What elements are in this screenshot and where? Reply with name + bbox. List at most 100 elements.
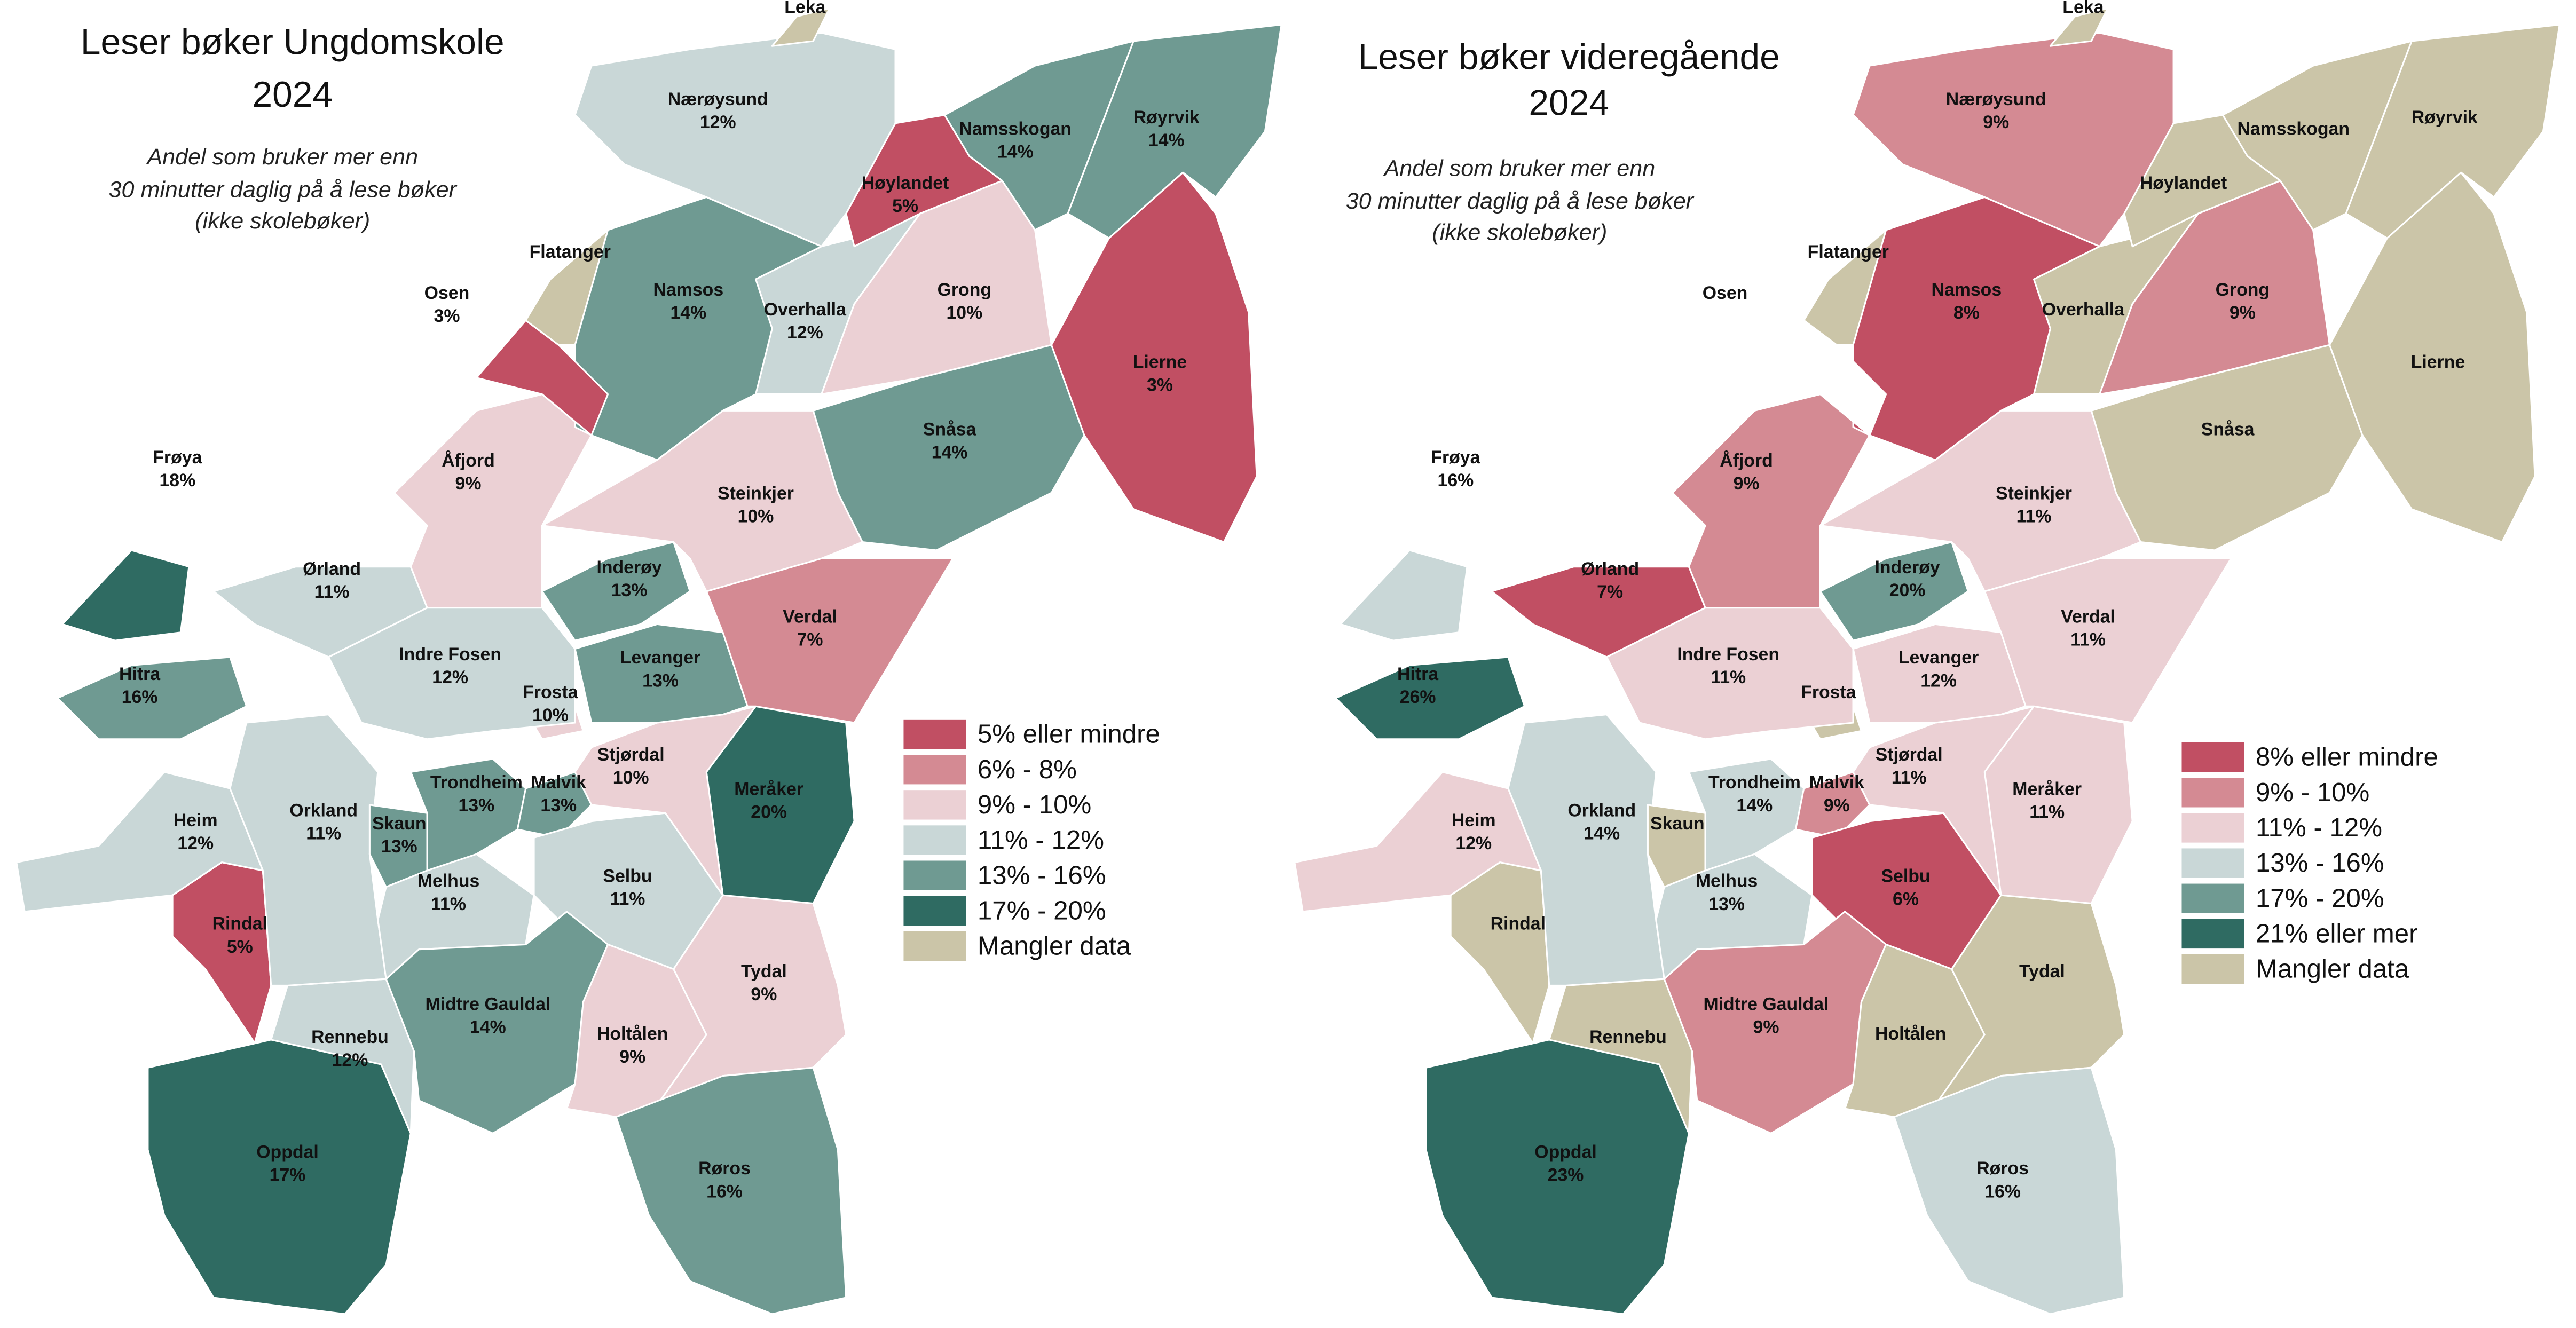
municipality-name: Røyrvik	[2412, 107, 2478, 128]
municipality-value: 9%	[455, 473, 482, 494]
legend-swatch	[2181, 883, 2244, 913]
municipality-value: 9%	[1753, 1017, 1779, 1038]
municipality	[1672, 393, 1871, 609]
municipality-name: Inderøy	[596, 557, 661, 578]
municipality-name: Overhalla	[764, 299, 847, 320]
municipality-value: 12%	[177, 833, 214, 853]
municipality	[393, 393, 593, 609]
municipality-name: Levanger	[1898, 647, 1979, 668]
municipality-value: 14%	[997, 141, 1034, 162]
map-title: 2024	[252, 75, 333, 115]
municipality-value: 13%	[611, 580, 648, 600]
municipality-value: 9%	[1734, 473, 1760, 494]
legend-swatch	[2181, 848, 2244, 878]
municipality-value: 13%	[642, 670, 679, 691]
municipality-name: Namsskogan	[959, 118, 1072, 139]
municipality	[516, 771, 593, 839]
municipality-name: Steinkjer	[1996, 484, 2072, 504]
municipality-value: 14%	[1737, 795, 1773, 816]
legend-swatch	[903, 719, 966, 749]
legend-label: 17% - 20%	[978, 896, 1106, 925]
municipality-name: Frosta	[1801, 682, 1857, 702]
municipality-name: Osen	[1703, 283, 1748, 303]
municipality	[1450, 861, 1550, 1044]
municipality-name: Holtålen	[1875, 1024, 1946, 1044]
municipality-value: 16%	[1984, 1181, 2021, 1201]
municipality-value: 10%	[738, 507, 774, 527]
municipality-name: Snåsa	[2201, 420, 2255, 440]
municipality-name: Røyrvik	[1133, 107, 1200, 128]
municipality-value: 16%	[1438, 470, 1474, 491]
municipality-name: Åfjord	[442, 450, 495, 471]
municipality-name: Namsskogan	[2237, 118, 2350, 139]
municipality	[171, 861, 272, 1044]
municipality-name: Midtre Gauldal	[425, 994, 550, 1015]
municipality-name: Nærøysund	[668, 89, 768, 109]
municipality-name: Malvik	[1809, 772, 1865, 793]
municipality	[1983, 557, 2232, 724]
municipality-name: Ørland	[1581, 559, 1639, 579]
municipality-name: Heim	[1452, 810, 1496, 831]
municipality-name: Holtålen	[597, 1024, 668, 1044]
municipality	[57, 656, 248, 740]
municipality-value: 13%	[1708, 894, 1745, 914]
municipality-name: Flatanger	[530, 242, 611, 262]
municipality-value: 11%	[2070, 629, 2106, 650]
legend-label: 13% - 16%	[978, 860, 1106, 890]
legend-label: Mangler data	[978, 931, 1131, 961]
municipality-value: 13%	[540, 795, 577, 816]
municipality-name: Rennebu	[311, 1027, 389, 1047]
municipality-name: Røros	[698, 1158, 751, 1179]
municipality-name: Høylandet	[862, 173, 949, 193]
municipality-value: 13%	[459, 795, 495, 816]
municipality-name: Nærøysund	[1946, 89, 2046, 109]
municipality-name: Verdal	[2061, 606, 2115, 627]
municipality-name: Trondheim	[430, 772, 523, 793]
municipality-name: Oppdal	[256, 1142, 319, 1162]
municipality-name: Namsos	[1932, 280, 2002, 300]
municipality	[2221, 40, 2413, 231]
legend-label: 6% - 8%	[978, 755, 1077, 784]
municipality-name: Oppdal	[1534, 1142, 1597, 1162]
map-subtitle: 30 minutter daglig på å lese bøker	[1346, 188, 1695, 214]
municipality-name: Melhus	[1696, 871, 1758, 891]
municipality-name: Stjørdal	[1876, 745, 1943, 765]
map-subtitle: (ikke skolebøker)	[195, 208, 370, 234]
legend-label: 13% - 16%	[2256, 848, 2384, 878]
municipality-name: Lierne	[1133, 352, 1187, 372]
municipality-value: 18%	[159, 470, 195, 491]
municipality-value: 9%	[751, 984, 777, 1005]
municipality-name: Grong	[938, 280, 991, 300]
municipality-name: Inderøy	[1874, 557, 1940, 578]
municipality-value: 7%	[1597, 582, 1623, 602]
municipality-value: 11%	[2016, 507, 2052, 527]
map-title: Leser bøker Ungdomskole	[81, 22, 505, 62]
legend-swatch	[2181, 954, 2244, 984]
municipality-value: 12%	[1920, 670, 1957, 691]
legend-label: 5% eller mindre	[978, 720, 1160, 749]
legend-swatch	[903, 931, 966, 961]
municipality-value: 26%	[1400, 687, 1436, 707]
municipality-value: 9%	[619, 1047, 645, 1067]
municipality-name: Flatanger	[1808, 242, 1889, 262]
municipality-name: Verdal	[783, 606, 837, 627]
municipality-value: 10%	[532, 705, 569, 725]
legend-swatch	[2181, 813, 2244, 843]
municipality	[2345, 23, 2561, 239]
municipality-value: 11%	[1892, 768, 1927, 788]
municipality-name: Melhus	[417, 871, 480, 891]
municipality	[1688, 758, 1805, 872]
municipality-value: 14%	[1148, 130, 1185, 151]
municipality-name: Osen	[424, 283, 470, 303]
municipality-value: 12%	[432, 667, 468, 687]
municipality-value: 14%	[932, 442, 968, 463]
municipality-value: 14%	[1584, 823, 1620, 843]
municipality-value: 13%	[381, 836, 417, 857]
municipality-value: 9%	[1983, 112, 2009, 132]
municipality-name: Tydal	[741, 961, 787, 982]
municipality-name: Rindal	[212, 914, 267, 934]
legend-label: 17% - 20%	[2256, 883, 2384, 913]
legend-label: 9% - 10%	[978, 790, 1091, 819]
